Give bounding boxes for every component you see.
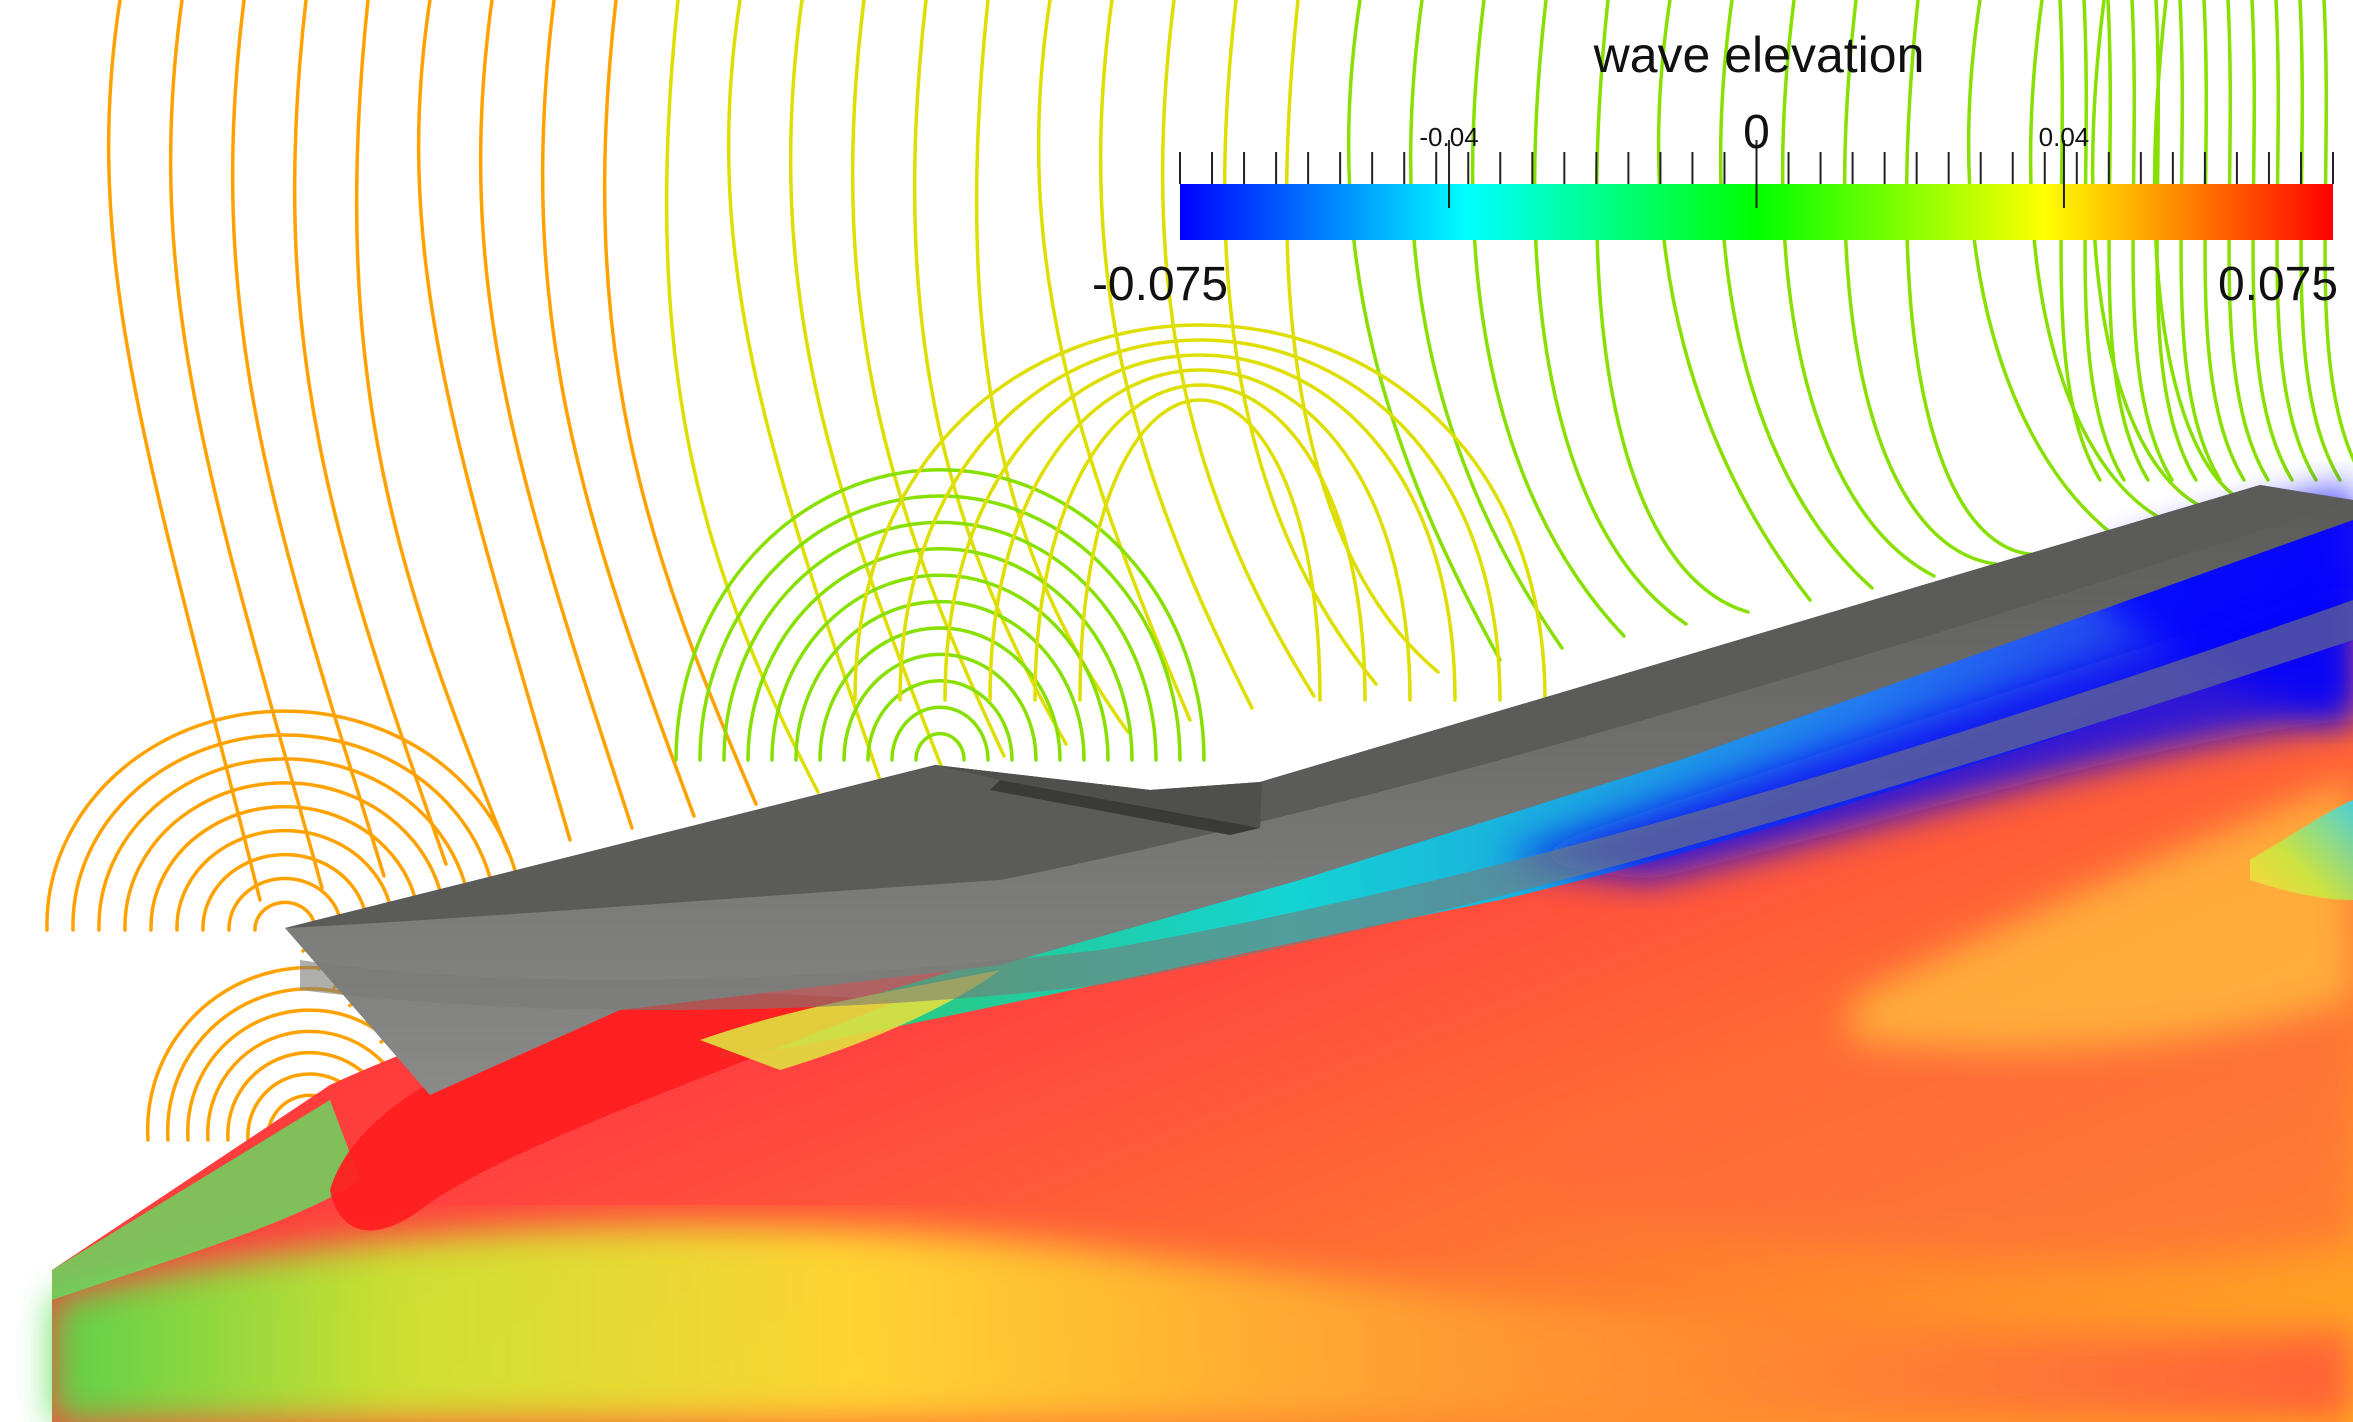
contour-line <box>2058 0 2102 482</box>
colorbar-min-label: -0.075 <box>1092 258 1228 311</box>
contour-line <box>540 0 696 818</box>
contour-line <box>602 0 758 806</box>
contour-line <box>1780 0 1936 578</box>
contour-line <box>1346 0 1502 662</box>
contour-line <box>2226 0 2270 482</box>
contour-line <box>1408 0 1564 650</box>
contour-line <box>890 705 990 762</box>
contour-line <box>722 520 1158 762</box>
contour-line <box>1656 0 1812 602</box>
contour-line <box>770 573 1110 762</box>
contour-line <box>1718 0 1874 590</box>
contour-line <box>842 652 1038 762</box>
contour-line <box>818 626 1062 762</box>
contour-line <box>2028 0 2184 530</box>
contour-line <box>664 0 820 794</box>
contour-line <box>1532 0 1688 626</box>
contour-line <box>1033 383 1367 702</box>
contour-line <box>2130 0 2174 482</box>
contour-line <box>2178 0 2222 482</box>
contour-line <box>2154 0 2198 482</box>
colorbar-ticks <box>1179 140 2334 208</box>
colorbar-legend: wave elevation -0.04 0 0.04 -0.075 0.075 <box>1092 27 2338 311</box>
contour-line <box>1842 0 1998 566</box>
contour-line <box>1284 0 1440 674</box>
contour-line <box>2250 0 2294 482</box>
contour-line <box>2322 0 2353 463</box>
contour-line <box>230 0 386 878</box>
contour-line <box>988 368 1412 702</box>
contour-line <box>354 0 510 854</box>
colorbar-max-label: 0.075 <box>2218 258 2338 311</box>
contour-line <box>1160 0 1316 698</box>
contour-line <box>698 494 1182 762</box>
contour-line <box>943 353 1457 702</box>
contour-line <box>898 338 1502 702</box>
contour-line <box>1594 0 1750 614</box>
contour-line <box>794 599 1086 762</box>
contour-line <box>1966 0 2122 542</box>
colorbar-tick-label: -0.04 <box>1419 122 1478 152</box>
colorbar-tick-label: 0.04 <box>2039 122 2090 152</box>
contour-line <box>478 0 634 830</box>
contour-line <box>2082 0 2126 482</box>
contour-line <box>1470 0 1626 638</box>
contour-line <box>106 0 262 902</box>
contour-line <box>1036 0 1192 722</box>
colorbar-tick-labels: -0.04 0 0.04 <box>1419 106 2089 159</box>
contour-line <box>292 0 448 866</box>
contour-line <box>1904 0 2060 557</box>
contour-line <box>914 731 966 762</box>
colorbar-tick-label: 0 <box>1743 106 1770 159</box>
contour-line <box>416 0 572 842</box>
ship-hull <box>285 485 2353 1095</box>
contour-line <box>2274 0 2318 482</box>
colorbar-title: wave elevation <box>1593 27 1925 83</box>
contour-line <box>674 467 1206 762</box>
contour-line <box>746 547 1134 762</box>
contour-line <box>853 323 1547 702</box>
contour-line <box>2202 0 2246 482</box>
contour-line <box>788 0 944 770</box>
contour-line <box>2106 0 2150 482</box>
contour-line <box>912 0 1068 746</box>
contour-line <box>866 679 1014 762</box>
contour-line <box>1078 398 1322 702</box>
contour-line <box>1098 0 1254 710</box>
contour-line <box>2298 0 2342 482</box>
contour-line <box>168 0 324 890</box>
